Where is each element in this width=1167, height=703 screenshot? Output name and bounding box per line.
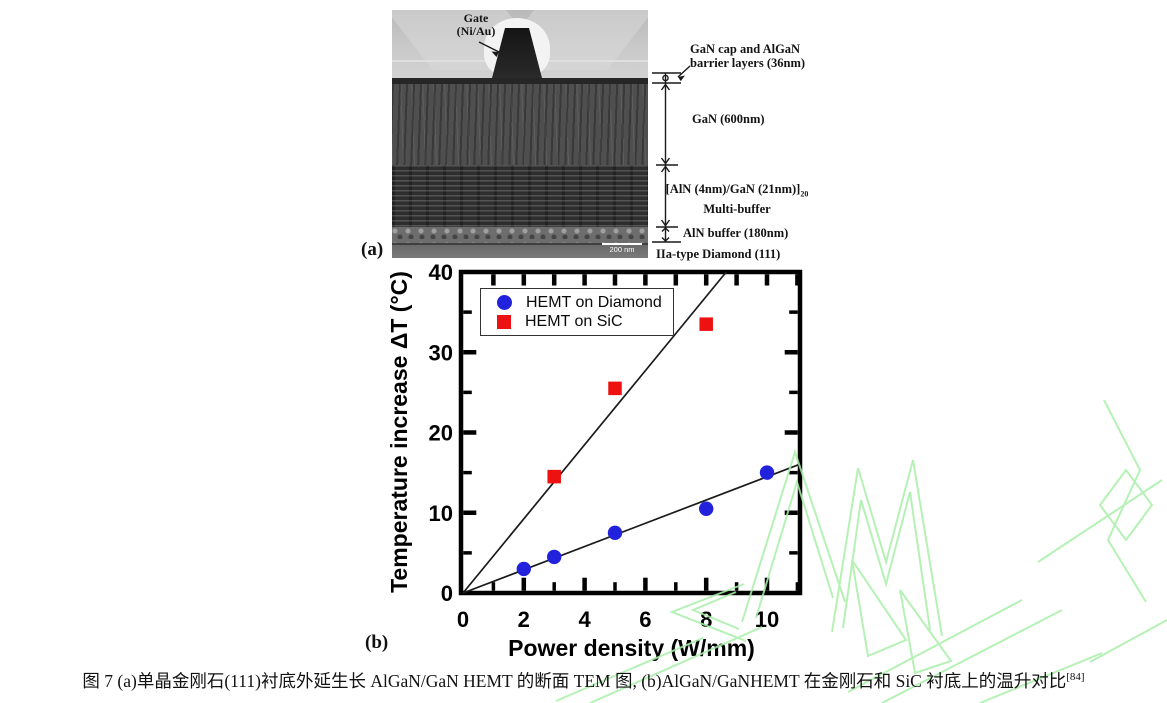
gate-label-line2: (Ni/Au) — [456, 24, 496, 38]
tem-gan-layer — [392, 84, 648, 165]
temperature-rise-chart: 0 2 4 6 8 10 0 10 20 30 40 Power density (W/mm) Temp… — [385, 252, 815, 662]
y-axis-title: Temperature increase ΔT (°C) — [386, 271, 412, 593]
tem-aln-buffer-layer — [392, 227, 648, 243]
x-tick-label: 2 — [518, 607, 530, 632]
fit-line-square — [462, 271, 727, 594]
legend-item-sic: HEMT on SiC — [497, 312, 673, 331]
label-diamond-substrate: IIa-type Diamond (111) — [656, 247, 781, 261]
label-multibuffer: [AlN (4nm)/GaN (21nm)]20 Multi-buffer — [664, 182, 810, 216]
plot-box — [458, 269, 803, 596]
y-tick-label: 20 — [429, 421, 453, 446]
data-point-circle — [516, 561, 531, 577]
y-tick-label: 10 — [429, 501, 453, 526]
x-axis-title: Power density (W/mm) — [508, 635, 755, 661]
panel-a-label: (a) — [361, 239, 384, 260]
tem-diamond-substrate — [392, 243, 648, 258]
scale-bar-line — [602, 243, 642, 245]
label-gan-cap-line1: GaN cap and AlGaN — [690, 42, 801, 56]
label-gan: GaN (600nm) — [692, 112, 765, 126]
chart-legend: HEMT on Diamond HEMT on SiC — [480, 288, 674, 336]
label-multibuffer-subscript: 20 — [800, 189, 809, 199]
label-multibuffer-name: Multi-buffer — [703, 201, 771, 216]
gate-label-line1: Gate — [463, 11, 489, 25]
data-point-circle — [547, 549, 562, 565]
figure-caption-reference: [84] — [1066, 671, 1085, 684]
figure-caption-text: 图 7 (a)单晶金刚石(111)衬底外延生长 AlGaN/GaN HEMT 的… — [82, 671, 1067, 691]
y-tick-label: 40 — [429, 260, 453, 285]
label-gan-cap-line2: barrier layers (36nm) — [690, 56, 806, 70]
x-tick-label: 0 — [457, 607, 469, 632]
legend-label-sic: HEMT on SiC — [525, 312, 623, 330]
data-point-circle — [759, 465, 775, 480]
y-tick-label: 30 — [429, 340, 453, 365]
scale-bar-label: 200 nm — [609, 245, 635, 254]
label-multibuffer-formula: [AlN (4nm)/GaN (21nm)] — [665, 182, 801, 196]
scale-bar: 200 nm — [601, 243, 643, 254]
label-gan-cap: GaN cap and AlGaN barrier layers (36nm) — [690, 42, 812, 70]
legend-circle-icon — [497, 295, 512, 310]
figure-caption: 图 7 (a)单晶金刚石(111)衬底外延生长 AlGaN/GaN HEMT 的… — [0, 668, 1167, 693]
x-tick-label: 4 — [578, 607, 591, 632]
data-point-square — [699, 317, 713, 331]
label-aln-buffer: AlN buffer (180nm) — [683, 226, 789, 240]
fit-line-circle — [462, 463, 800, 594]
tem-barrier-layer — [392, 78, 648, 84]
data-point-square — [608, 381, 622, 396]
x-tick-label: 6 — [639, 607, 651, 632]
data-point-circle — [607, 525, 623, 541]
panel-b-label: (b) — [365, 632, 389, 653]
data-point-square — [547, 469, 561, 484]
tem-image: Gate (Ni/Au) 200 nm — [392, 10, 648, 258]
x-tick-label: 8 — [700, 607, 712, 632]
gate-label: Gate (Ni/Au) — [444, 12, 508, 38]
data-point-circle — [699, 501, 714, 516]
legend-square-icon — [497, 314, 511, 329]
legend-label-diamond: HEMT on Diamond — [526, 293, 662, 311]
tem-multibuffer-layer — [392, 165, 648, 227]
y-tick-label: 0 — [441, 581, 453, 606]
legend-item-diamond: HEMT on Diamond — [497, 293, 673, 312]
x-tick-label: 10 — [755, 607, 779, 632]
